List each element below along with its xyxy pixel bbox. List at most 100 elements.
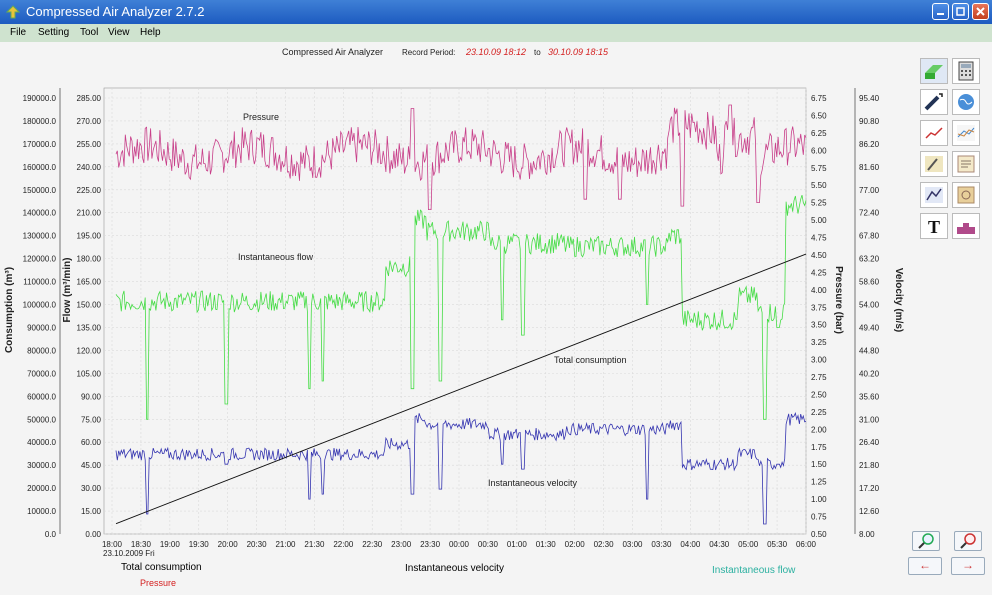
tool-button-text[interactable]: T — [920, 213, 948, 239]
velocity-tick-label: 81.60 — [859, 163, 880, 172]
tool-button-calculator[interactable] — [952, 58, 980, 84]
pressure-tick-label: 1.75 — [811, 443, 827, 452]
pressure-tick-label: 6.00 — [811, 146, 827, 155]
consumption-tick-label: 90000.0 — [27, 323, 56, 332]
pressure-series-line — [115, 104, 807, 211]
cursor-icon — [924, 93, 943, 111]
flow-tick-label: 255.00 — [77, 140, 102, 149]
consumption-tick-label: 130000.0 — [23, 232, 57, 241]
header-app-name: Compressed Air Analyzer — [282, 47, 384, 57]
x-tick-label: 05:00 — [738, 540, 759, 549]
pressure-tick-label: 5.25 — [811, 199, 827, 208]
record-end: 30.10.09 18:15 — [548, 47, 609, 57]
velocity-tick-label: 21.80 — [859, 461, 880, 470]
tool-button-area-chart[interactable] — [952, 213, 980, 239]
pressure-tick-label: 5.50 — [811, 181, 827, 190]
flow-tick-label: 75.00 — [81, 415, 102, 424]
x-tick-label: 22:30 — [362, 540, 383, 549]
arrow-left-icon: ← — [919, 558, 931, 572]
tool-button-report[interactable] — [952, 182, 980, 208]
flow-tick-label: 45.00 — [81, 461, 102, 470]
pressure-annotation: Pressure — [243, 112, 279, 122]
consumption-axis-title: Consumption (m³) — [4, 267, 15, 353]
zoom-out-button[interactable] — [954, 531, 982, 551]
velocity-series-line — [115, 411, 807, 525]
velocity-tick-label: 86.20 — [859, 140, 880, 149]
tool-button-export[interactable] — [920, 58, 948, 84]
velocity-tick-label: 31.00 — [859, 415, 880, 424]
tool-button-notes[interactable] — [952, 151, 980, 177]
menu-help[interactable]: Help — [140, 27, 161, 38]
pressure-tick-label: 2.00 — [811, 425, 827, 434]
tool-button-line-chart[interactable] — [920, 120, 948, 146]
next-button[interactable]: → — [951, 557, 985, 575]
calculator-icon — [958, 61, 974, 81]
tool-button-edit-chart[interactable] — [920, 151, 948, 177]
x-tick-label: 18:00 — [102, 540, 123, 549]
maximize-button[interactable] — [952, 3, 969, 20]
consumption-tick-label: 40000.0 — [27, 438, 56, 447]
pressure-tick-label: 0.75 — [811, 513, 827, 522]
consumption-annotation: Total consumption — [554, 355, 627, 365]
legend-instantaneous-flow: Instantaneous flow — [712, 565, 796, 576]
x-tick-label: 05:30 — [767, 540, 788, 549]
x-tick-label: 21:00 — [275, 540, 296, 549]
previous-button[interactable]: ← — [908, 557, 942, 575]
velocity-tick-label: 72.40 — [859, 209, 880, 218]
tool-button-globe[interactable] — [952, 89, 980, 115]
consumption-tick-label: 100000.0 — [23, 301, 57, 310]
velocity-tick-label: 77.00 — [859, 186, 880, 195]
velocity-tick-label: 63.20 — [859, 255, 880, 264]
legend-total-consumption: Total consumption — [121, 562, 202, 573]
consumption-tick-label: 50000.0 — [27, 415, 56, 424]
minimize-button[interactable] — [932, 3, 949, 20]
flow-tick-label: 210.00 — [77, 209, 102, 218]
close-button[interactable] — [972, 3, 989, 20]
line-chart-icon — [925, 125, 943, 141]
tool-button-compare-chart[interactable] — [952, 120, 980, 146]
compare-chart-icon — [957, 125, 975, 141]
x-tick-label: 02:30 — [594, 540, 615, 549]
consumption-tick-label: 60000.0 — [27, 392, 56, 401]
velocity-tick-label: 26.40 — [859, 438, 880, 447]
plot-frame — [103, 87, 807, 535]
consumption-tick-label: 140000.0 — [23, 209, 57, 218]
x-tick-label: 02:00 — [565, 540, 586, 549]
pressure-tick-label: 2.75 — [811, 373, 827, 382]
x-tick-label: 19:00 — [160, 540, 181, 549]
zoom-in-button[interactable] — [912, 531, 940, 551]
menu-bar: File Setting Tool View Help — [0, 24, 992, 42]
pressure-tick-label: 4.25 — [811, 268, 827, 277]
pressure-tick-label: 3.75 — [811, 303, 827, 312]
flow-tick-label: 30.00 — [81, 484, 102, 493]
velocity-tick-label: 17.20 — [859, 484, 880, 493]
pressure-tick-label: 1.00 — [811, 495, 827, 504]
menu-tool[interactable]: Tool — [80, 27, 99, 38]
x-tick-label: 23:00 — [391, 540, 412, 549]
flow-tick-label: 285.00 — [77, 94, 102, 103]
velocity-tick-label: 54.00 — [859, 301, 880, 310]
x-tick-label: 01:30 — [536, 540, 557, 549]
tool-button-chart-settings[interactable] — [920, 182, 948, 208]
velocity-tick-label: 67.80 — [859, 232, 880, 241]
consumption-tick-label: 10000.0 — [27, 507, 56, 516]
flow-axis-title: Flow (m³/min) — [62, 258, 73, 323]
legend-pressure: Pressure — [140, 578, 177, 588]
pressure-tick-label: 3.00 — [811, 356, 827, 365]
report-icon — [957, 186, 975, 204]
menu-setting[interactable]: Setting — [38, 27, 70, 38]
velocity-tick-label: 35.60 — [859, 392, 880, 401]
x-tick-label: 03:00 — [622, 540, 643, 549]
menu-file[interactable]: File — [10, 27, 27, 38]
velocity-tick-label: 95.40 — [859, 94, 880, 103]
consumption-series-line — [115, 253, 807, 525]
x-tick-label: 03:30 — [651, 540, 672, 549]
x-tick-label: 20:00 — [218, 540, 239, 549]
pressure-tick-label: 3.50 — [811, 321, 827, 330]
flow-tick-label: 225.00 — [77, 186, 102, 195]
tool-button-cursor[interactable] — [920, 89, 948, 115]
consumption-tick-label: 120000.0 — [23, 255, 57, 264]
consumption-tick-label: 160000.0 — [23, 163, 57, 172]
menu-view[interactable]: View — [108, 27, 130, 38]
